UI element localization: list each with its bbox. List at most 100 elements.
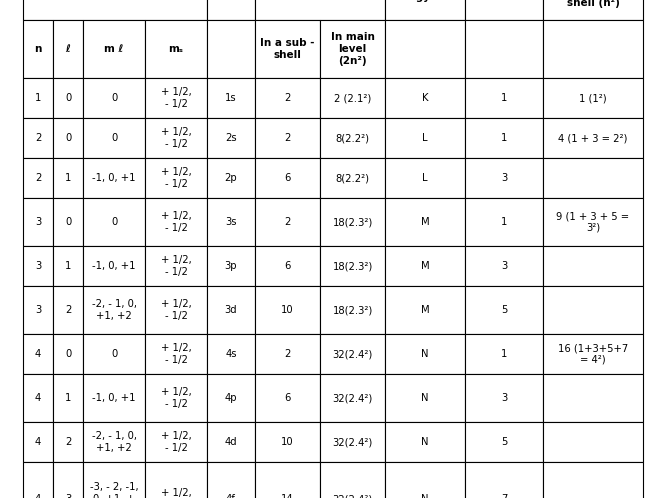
Bar [83, 158, 145, 198]
Text: 18(2.3²): 18(2.3²) [332, 217, 372, 227]
Text: + 1/2,
- 1/2: + 1/2, - 1/2 [161, 299, 191, 321]
Text: 7: 7 [501, 494, 507, 498]
Text: -1, 0, +1: -1, 0, +1 [93, 173, 136, 183]
Text: 32(2.4²): 32(2.4²) [332, 494, 372, 498]
Bar [320, 246, 385, 286]
Text: 10: 10 [281, 305, 294, 315]
Text: + 1/2,
- 1/2: + 1/2, - 1/2 [161, 255, 191, 277]
Text: m ℓ: m ℓ [105, 44, 124, 54]
Text: N: N [422, 494, 429, 498]
Bar [255, 78, 320, 118]
Text: 4 (1 + 3 = 2²): 4 (1 + 3 = 2²) [558, 133, 627, 143]
Text: 2: 2 [65, 305, 71, 315]
Text: 0: 0 [65, 349, 71, 359]
Text: -2, - 1, 0,
+1, +2: -2, - 1, 0, +1, +2 [91, 299, 137, 321]
Text: In a sub -
shell: In a sub - shell [260, 38, 315, 60]
Text: 1 (1²): 1 (1²) [579, 93, 607, 103]
Text: 0: 0 [65, 133, 71, 143]
Bar [53, 334, 83, 374]
Bar [207, 334, 255, 374]
Bar [385, 286, 465, 334]
Bar [320, 334, 385, 374]
Text: 18(2.3²): 18(2.3²) [332, 261, 372, 271]
Bar [543, 158, 643, 198]
Bar [543, 118, 643, 158]
Bar [53, 118, 83, 158]
Bar [23, 118, 53, 158]
Bar [53, 422, 83, 462]
Text: mₛ: mₛ [168, 44, 183, 54]
Bar [543, 462, 643, 498]
Bar [207, 462, 255, 498]
Text: -1, 0, +1: -1, 0, +1 [93, 261, 136, 271]
Bar [255, 374, 320, 422]
Text: 1: 1 [501, 217, 507, 227]
Text: Shell or main
energy level: Shell or main energy level [386, 0, 464, 2]
Bar [53, 374, 83, 422]
Bar [145, 334, 207, 374]
Bar [255, 118, 320, 158]
Text: 3: 3 [65, 494, 71, 498]
Text: 2: 2 [35, 173, 41, 183]
Bar [207, 0, 255, 20]
Text: 8(2.2²): 8(2.2²) [336, 133, 370, 143]
Text: 0: 0 [111, 217, 117, 227]
Bar [465, 286, 543, 334]
Text: 2: 2 [65, 437, 71, 447]
Text: N: N [422, 437, 429, 447]
Bar [255, 158, 320, 198]
Bar [83, 246, 145, 286]
Bar [255, 286, 320, 334]
Bar [53, 158, 83, 198]
Text: 3: 3 [501, 261, 507, 271]
Text: N: N [422, 349, 429, 359]
Bar [320, 286, 385, 334]
Text: 2: 2 [284, 349, 290, 359]
Text: 6: 6 [284, 261, 290, 271]
Text: 1: 1 [501, 349, 507, 359]
Bar [23, 246, 53, 286]
Text: + 1/2,
- 1/2: + 1/2, - 1/2 [161, 87, 191, 109]
Bar [255, 20, 320, 78]
Bar [465, 462, 543, 498]
Text: + 1/2,
- 1/2: + 1/2, - 1/2 [161, 343, 191, 365]
Text: 3: 3 [35, 261, 41, 271]
Bar [83, 118, 145, 158]
Bar [207, 422, 255, 462]
Text: 14: 14 [281, 494, 294, 498]
Bar [385, 20, 465, 78]
Text: Max. number of
electrons: Max. number of electrons [274, 0, 366, 2]
Text: 2p: 2p [224, 173, 237, 183]
Text: 32(2.4²): 32(2.4²) [332, 393, 372, 403]
Text: 32(2.4²): 32(2.4²) [332, 349, 372, 359]
Bar [320, 20, 385, 78]
Text: 4: 4 [35, 494, 41, 498]
Bar [145, 198, 207, 246]
Bar [543, 0, 643, 20]
Bar [23, 462, 53, 498]
Bar [23, 374, 53, 422]
Bar [255, 198, 320, 246]
Bar [145, 422, 207, 462]
Text: + 1/2,
- 1/2: + 1/2, - 1/2 [161, 387, 191, 409]
Text: 6: 6 [284, 393, 290, 403]
Bar [255, 334, 320, 374]
Text: Total no. of
orbital in
shell (n²): Total no. of orbital in shell (n²) [559, 0, 626, 7]
Bar [320, 462, 385, 498]
Text: 16 (1+3+5+7
= 4²): 16 (1+3+5+7 = 4²) [558, 343, 628, 365]
Bar [543, 246, 643, 286]
Text: 4: 4 [35, 393, 41, 403]
Text: M: M [421, 305, 430, 315]
Bar [543, 374, 643, 422]
Text: 2: 2 [284, 93, 290, 103]
Text: 4: 4 [35, 349, 41, 359]
Text: 1: 1 [501, 133, 507, 143]
Text: 4d: 4d [224, 437, 237, 447]
Text: 1: 1 [65, 393, 71, 403]
Bar [53, 78, 83, 118]
Bar [385, 78, 465, 118]
Bar [53, 246, 83, 286]
Bar [320, 78, 385, 118]
Bar [385, 246, 465, 286]
Bar [385, 422, 465, 462]
